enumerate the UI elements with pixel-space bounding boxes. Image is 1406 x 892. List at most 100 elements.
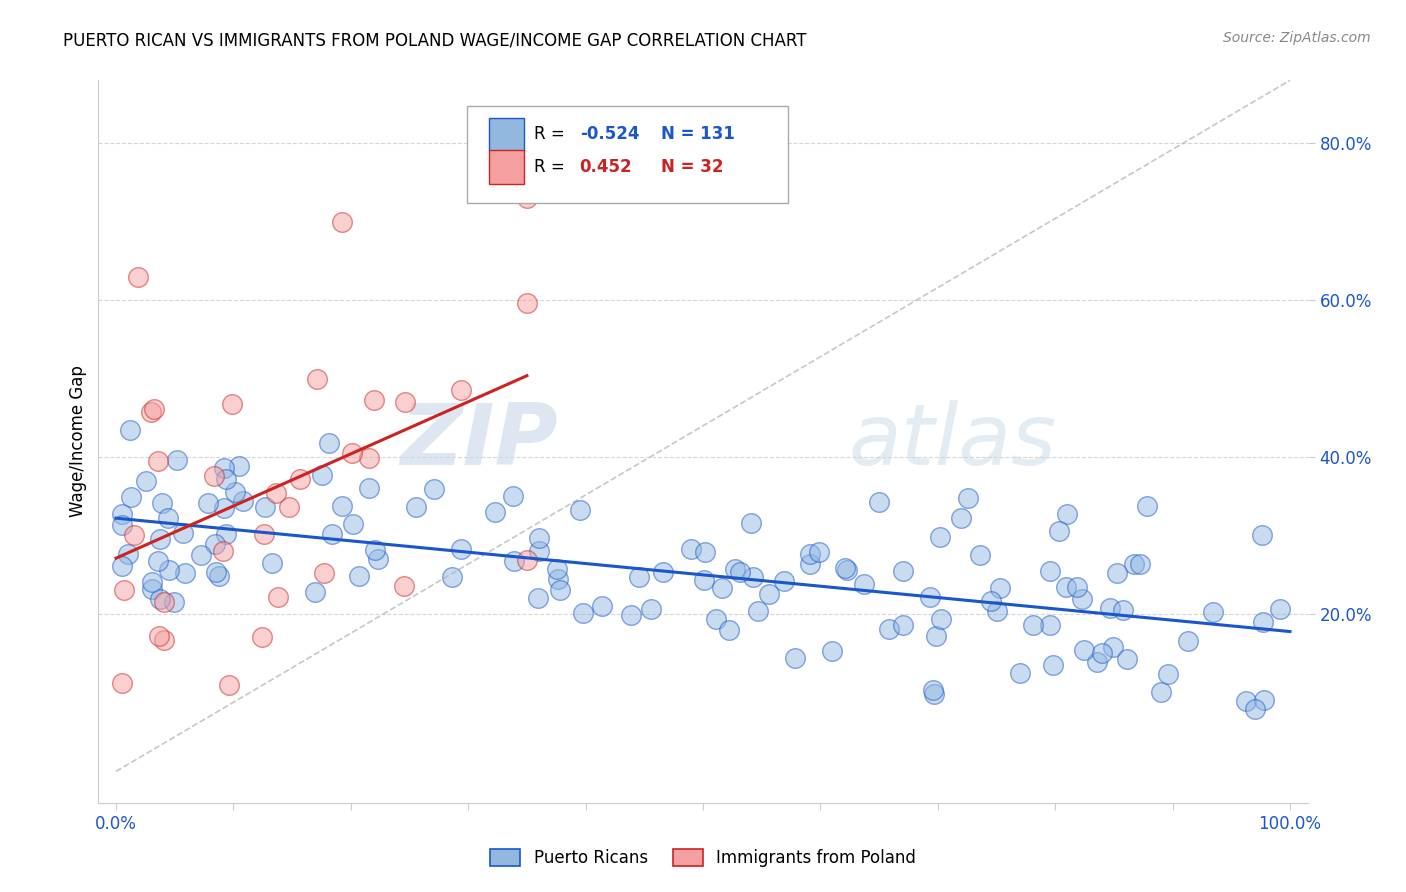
Point [1268, 601, 1291, 615]
Point [149, 592, 172, 607]
Point [516, 191, 538, 205]
Point [502, 554, 524, 568]
Point [174, 566, 197, 581]
Point [1112, 602, 1135, 616]
Point [527, 591, 550, 605]
Point [111, 517, 134, 532]
Text: ZIP: ZIP [401, 400, 558, 483]
Point [640, 602, 662, 616]
Point [392, 578, 415, 592]
Point [988, 581, 1011, 595]
Point [232, 494, 254, 508]
Point [728, 566, 751, 580]
Point [724, 562, 747, 576]
Point [1150, 685, 1173, 699]
Point [148, 454, 170, 468]
Point [148, 629, 170, 643]
Point [1021, 618, 1043, 632]
Point [949, 510, 972, 524]
Point [980, 593, 1002, 607]
Point [922, 683, 945, 698]
Point [364, 543, 387, 558]
Point [347, 569, 370, 583]
Point [918, 590, 941, 604]
Point [357, 450, 380, 465]
Point [330, 499, 353, 513]
Point [218, 678, 240, 692]
Point [969, 548, 991, 562]
Point [423, 482, 446, 496]
Point [359, 481, 381, 495]
Point [1054, 580, 1077, 594]
Point [221, 397, 243, 411]
Point [502, 489, 524, 503]
Point [394, 395, 416, 409]
Point [141, 405, 163, 419]
Point [627, 570, 650, 584]
Point [1099, 600, 1122, 615]
Point [711, 581, 734, 595]
Point [266, 590, 288, 604]
Point [117, 547, 139, 561]
Point [127, 269, 149, 284]
Point [111, 675, 134, 690]
Point [153, 633, 176, 648]
Point [957, 491, 980, 505]
Point [516, 553, 538, 567]
Point [1070, 592, 1092, 607]
Point [1128, 557, 1150, 571]
Point [204, 537, 226, 551]
Point [758, 587, 780, 601]
Point [1073, 642, 1095, 657]
FancyBboxPatch shape [489, 118, 524, 151]
Point [742, 569, 765, 583]
Text: N = 131: N = 131 [661, 126, 734, 144]
Point [157, 510, 180, 524]
Point [718, 624, 741, 638]
Point [891, 617, 914, 632]
Point [141, 582, 163, 597]
Point [925, 629, 948, 643]
Point [228, 458, 250, 473]
Point [783, 651, 806, 665]
Point [1244, 701, 1267, 715]
Point [150, 495, 173, 509]
Point [250, 630, 273, 644]
Point [318, 436, 340, 450]
Text: Source: ZipAtlas.com: Source: ZipAtlas.com [1223, 31, 1371, 45]
Point [212, 500, 235, 515]
Point [1056, 508, 1078, 522]
Point [1047, 524, 1070, 539]
Point [441, 569, 464, 583]
Point [772, 574, 794, 588]
Point [929, 531, 952, 545]
Point [1202, 605, 1225, 619]
Point [799, 558, 821, 572]
Point [135, 474, 157, 488]
Point [141, 575, 163, 590]
Point [1091, 646, 1114, 660]
Point [484, 505, 506, 519]
Point [693, 573, 716, 587]
Point [591, 599, 613, 614]
Point [202, 469, 225, 483]
Text: PUERTO RICAN VS IMMIGRANTS FROM POLAND WAGE/INCOME GAP CORRELATION CHART: PUERTO RICAN VS IMMIGRANTS FROM POLAND W… [63, 31, 807, 49]
Point [837, 564, 859, 578]
Point [1122, 557, 1144, 571]
Point [891, 564, 914, 578]
Legend: Puerto Ricans, Immigrants from Poland: Puerto Ricans, Immigrants from Poland [484, 842, 922, 874]
Point [693, 544, 716, 558]
Point [681, 542, 703, 557]
Point [307, 372, 329, 386]
Point [215, 472, 238, 486]
Point [330, 214, 353, 228]
Point [546, 562, 568, 576]
Point [148, 553, 170, 567]
Point [304, 585, 326, 599]
Point [1250, 528, 1272, 542]
Point [190, 548, 212, 562]
Point [262, 557, 284, 571]
Y-axis label: Wage/Income Gap: Wage/Income Gap [69, 366, 87, 517]
Point [821, 643, 844, 657]
Point [1105, 566, 1128, 581]
